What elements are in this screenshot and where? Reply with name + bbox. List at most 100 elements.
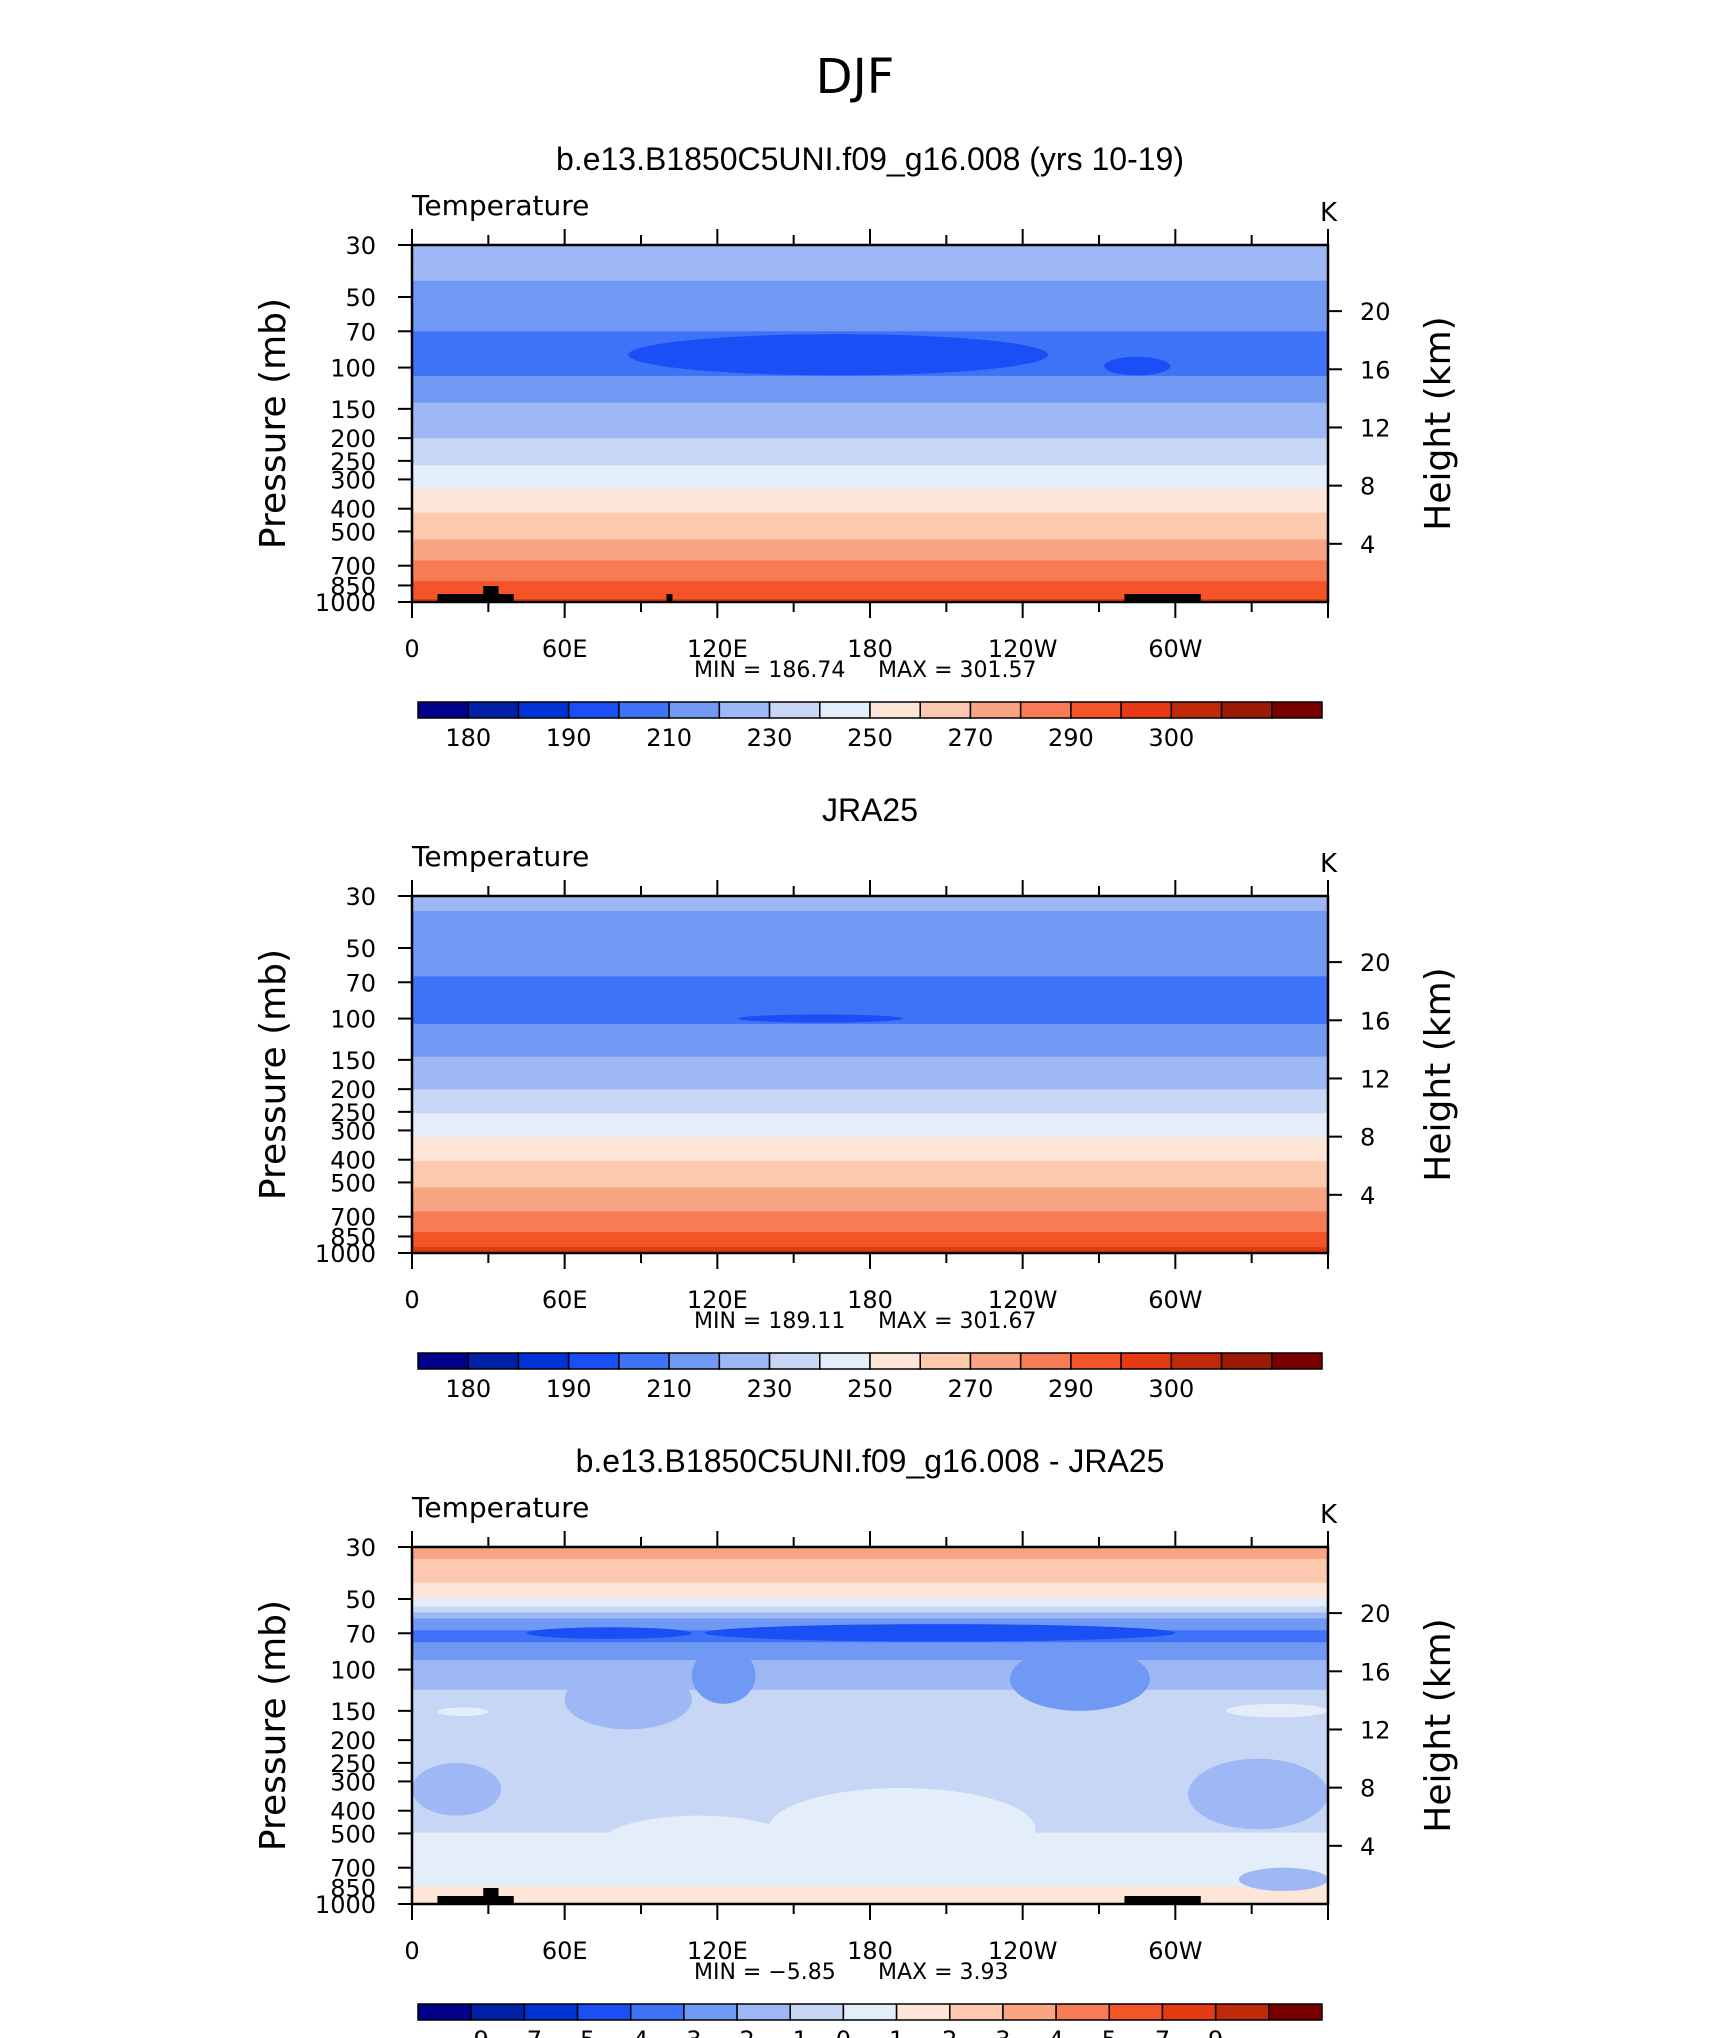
contour-band <box>412 1247 1328 1251</box>
contour-band <box>412 1196 1328 1201</box>
contour-band <box>412 1564 1328 1569</box>
contour-band <box>412 1020 1328 1025</box>
contour-band <box>412 1657 1328 1661</box>
contour-band <box>412 1674 1328 1679</box>
contour-band <box>412 1654 1328 1658</box>
colorbar-label: 230 <box>747 724 793 752</box>
contour-band <box>412 578 1328 582</box>
contour-band <box>412 1883 1328 1887</box>
panel-title: b.e13.B1850C5UNI.f09_g16.008 - JRA25 <box>576 1443 1165 1479</box>
colorbar-swatch <box>1170 1352 1223 1370</box>
contour-band <box>412 1139 1328 1144</box>
colorbar-swatch <box>789 2003 845 2021</box>
contour-band <box>412 904 1328 909</box>
colorbar-swatch <box>969 1352 1022 1370</box>
contour-band <box>412 256 1328 261</box>
contour-band <box>412 399 1328 404</box>
contour-band <box>412 518 1328 523</box>
y-tick-label: 200 <box>330 1727 376 1755</box>
contour-band <box>412 896 1328 900</box>
x-tick-label: 60E <box>542 1286 588 1314</box>
contour-band <box>412 1041 1328 1046</box>
contour-band <box>412 319 1328 323</box>
colorbar-swatch <box>1019 701 1072 719</box>
contour-band <box>412 485 1328 490</box>
x-tick-label: 0 <box>404 1286 419 1314</box>
colorbar-swatch <box>869 1352 921 1370</box>
colorbar-label: −1 <box>773 2026 808 2038</box>
contour-band <box>412 1006 1328 1010</box>
contour-band <box>412 1092 1328 1096</box>
contour-band <box>412 456 1328 460</box>
colorbar-swatch <box>768 1352 821 1370</box>
panel-title: b.e13.B1850C5UNI.f09_g16.008 (yrs 10-19) <box>556 141 1184 177</box>
contour-band <box>412 1071 1328 1076</box>
contour-band <box>412 322 1328 326</box>
contour-band <box>412 1187 1328 1192</box>
contour-band <box>412 331 1328 335</box>
panels: b.e13.B1850C5UNI.f09_g16.008 (yrs 10-19)… <box>253 141 1459 2038</box>
colorbar-label: −3 <box>666 2026 701 2038</box>
contour-band <box>412 441 1328 445</box>
contour-band <box>412 1217 1328 1221</box>
contour-band <box>412 1098 1328 1102</box>
contour-band <box>412 298 1328 303</box>
contour-band <box>412 1163 1328 1168</box>
y-tick-label: 50 <box>345 1586 376 1614</box>
contour-feature <box>1226 1703 1328 1718</box>
y-tick-label: 100 <box>330 355 376 383</box>
contour-band <box>412 1776 1328 1780</box>
contour-band <box>412 471 1328 475</box>
contour-band <box>412 1190 1328 1195</box>
colorbar-swatch <box>842 2003 898 2021</box>
colorbar-swatch <box>618 1352 670 1370</box>
contour-band <box>412 976 1328 980</box>
y-tick-label: 500 <box>330 518 376 546</box>
colorbar-label: 210 <box>646 724 692 752</box>
contour-band <box>412 1722 1328 1727</box>
contour-band <box>412 1202 1328 1206</box>
colorbar-label: −4 <box>613 2026 648 2038</box>
contour-band <box>412 465 1328 469</box>
contour-band <box>412 426 1328 431</box>
contour-feature <box>768 1787 1036 1871</box>
contour-band <box>412 1184 1328 1189</box>
contour-band <box>412 1552 1328 1557</box>
contour-band <box>412 1148 1328 1153</box>
y-axis-label-left: Pressure (mb) <box>253 1600 294 1851</box>
contour-band <box>412 1555 1328 1560</box>
contour-band <box>412 596 1328 600</box>
contour-band <box>412 500 1328 505</box>
y-tick-label: 700 <box>330 1204 376 1232</box>
contour-band <box>412 1782 1328 1786</box>
variable-label: Temperature <box>411 189 589 222</box>
colorbar-swatch <box>567 701 620 719</box>
min-label: MIN = 186.74 <box>694 658 845 683</box>
x-tick-label: 180 <box>847 635 893 663</box>
contour-band <box>412 1131 1328 1135</box>
contour-band <box>412 1012 1328 1016</box>
contour-band <box>412 1880 1328 1884</box>
colorbar-label: 7 <box>1155 2026 1170 2038</box>
contour-band <box>412 1743 1328 1747</box>
y-axis-label-right: Height (km) <box>1418 316 1459 530</box>
contour-band <box>412 1597 1328 1602</box>
x-tick-label: 120W <box>988 635 1058 663</box>
contour-band <box>412 1104 1328 1108</box>
contour-band <box>412 916 1328 921</box>
contour-band <box>412 444 1328 448</box>
x-tick-label: 60W <box>1148 635 1202 663</box>
x-axis: 0 60E 120E 180 120W 60W <box>404 1531 1329 1965</box>
contour-feature <box>526 1627 692 1639</box>
y-axis-label-right: Height (km) <box>1418 1618 1459 1832</box>
height-tick-label: 12 <box>1360 1065 1391 1093</box>
contour-band <box>412 1576 1328 1581</box>
contour-band <box>412 494 1328 499</box>
colorbar-swatch <box>567 1352 620 1370</box>
y-tick-label: 500 <box>330 1820 376 1848</box>
contour-band <box>412 310 1328 315</box>
colorbar-swatch <box>768 701 821 719</box>
x-tick-label: 60W <box>1148 1286 1202 1314</box>
contour-field <box>412 1547 1329 1905</box>
